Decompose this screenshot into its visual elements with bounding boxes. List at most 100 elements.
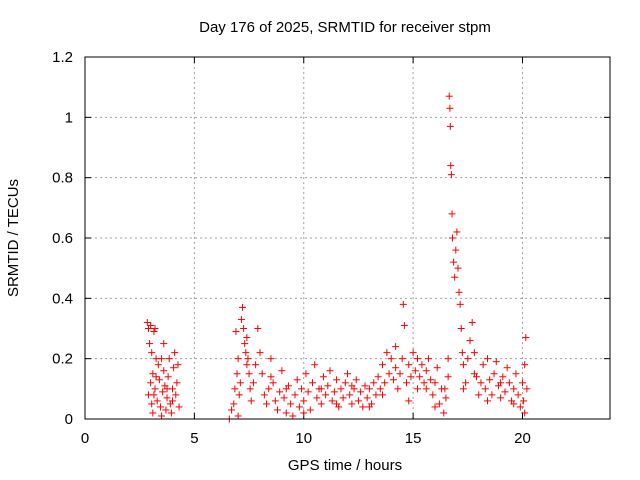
data-point	[416, 373, 424, 381]
data-point	[146, 340, 154, 348]
data-point	[160, 340, 168, 348]
data-point	[359, 403, 367, 411]
y-tick-label: 0	[65, 411, 73, 428]
data-point	[522, 334, 530, 342]
data-point	[383, 349, 391, 357]
data-point	[357, 388, 365, 396]
data-point	[396, 370, 404, 378]
data-point	[163, 394, 171, 402]
data-point	[477, 379, 485, 387]
data-point	[445, 92, 453, 100]
data-point	[278, 367, 286, 375]
data-point	[233, 370, 241, 378]
data-point	[282, 409, 290, 417]
data-point	[516, 403, 524, 411]
data-point	[446, 104, 454, 112]
data-point	[235, 391, 243, 399]
data-point	[449, 234, 456, 242]
data-point	[236, 379, 244, 387]
data-point	[147, 379, 155, 387]
data-point	[232, 328, 240, 336]
data-point	[149, 409, 157, 417]
data-point	[147, 321, 155, 329]
y-tick-label: 1	[65, 109, 73, 126]
data-point	[156, 403, 164, 411]
data-point	[295, 403, 303, 411]
data-point	[405, 361, 413, 369]
plot-frame	[84, 56, 611, 420]
data-point	[372, 391, 380, 399]
y-tick-label: 0.6	[52, 230, 73, 247]
data-point	[237, 315, 245, 323]
data-point	[151, 385, 159, 393]
data-point	[447, 171, 455, 179]
data-point	[348, 400, 356, 408]
data-point	[167, 409, 175, 417]
data-point	[385, 370, 393, 378]
data-point	[171, 349, 179, 357]
data-point	[521, 409, 529, 417]
data-point	[374, 373, 382, 381]
data-point	[346, 391, 354, 399]
data-point	[458, 349, 466, 357]
data-point	[155, 376, 163, 384]
data-point	[333, 376, 341, 384]
data-point	[230, 400, 238, 408]
data-point	[309, 379, 316, 387]
grid-layer	[85, 57, 610, 419]
data-point	[228, 406, 236, 414]
data-point	[475, 391, 483, 399]
data-point	[274, 406, 281, 414]
data-point	[169, 397, 176, 405]
data-point	[269, 379, 277, 387]
data-point	[523, 385, 531, 393]
data-point	[379, 391, 386, 399]
data-point	[519, 379, 526, 387]
data-point	[258, 370, 266, 378]
data-point	[317, 400, 325, 408]
data-point	[407, 373, 415, 381]
x-tick-label: 10	[295, 430, 312, 447]
data-point	[361, 382, 369, 390]
y-axis-title: SRMTID / TECUs	[5, 179, 22, 297]
data-point	[280, 394, 288, 402]
data-point	[444, 355, 452, 363]
data-point	[512, 370, 520, 378]
data-point	[319, 373, 327, 381]
data-point	[484, 397, 491, 405]
data-point	[459, 385, 467, 393]
data-point	[414, 355, 421, 363]
data-point	[154, 361, 162, 369]
data-point	[240, 325, 248, 332]
data-point	[254, 325, 262, 332]
data-point	[411, 367, 419, 375]
data-point	[448, 210, 456, 218]
data-point	[466, 337, 474, 345]
data-point	[418, 361, 426, 369]
data-point	[365, 385, 373, 393]
data-point	[341, 379, 349, 387]
data-point	[431, 379, 439, 387]
data-point	[389, 376, 397, 384]
data-point	[246, 385, 254, 393]
data-point	[488, 391, 496, 399]
data-points	[143, 92, 531, 423]
data-point	[457, 325, 465, 332]
data-point	[151, 325, 159, 332]
y-tick-label: 1.2	[52, 49, 73, 66]
data-point	[490, 370, 498, 378]
data-point	[452, 246, 460, 254]
data-point	[456, 300, 464, 308]
data-point	[510, 400, 518, 408]
data-point	[424, 355, 432, 363]
data-point	[450, 258, 458, 266]
data-point	[234, 355, 242, 363]
data-point	[427, 376, 435, 384]
data-point	[394, 385, 402, 393]
data-point	[403, 379, 411, 387]
data-point	[148, 349, 156, 357]
tick-layer: 0 5 10 15 20 0 0.2 0.4 0.6 0.8 1 1.2	[52, 49, 610, 447]
data-point	[501, 388, 509, 396]
data-point	[160, 367, 168, 375]
